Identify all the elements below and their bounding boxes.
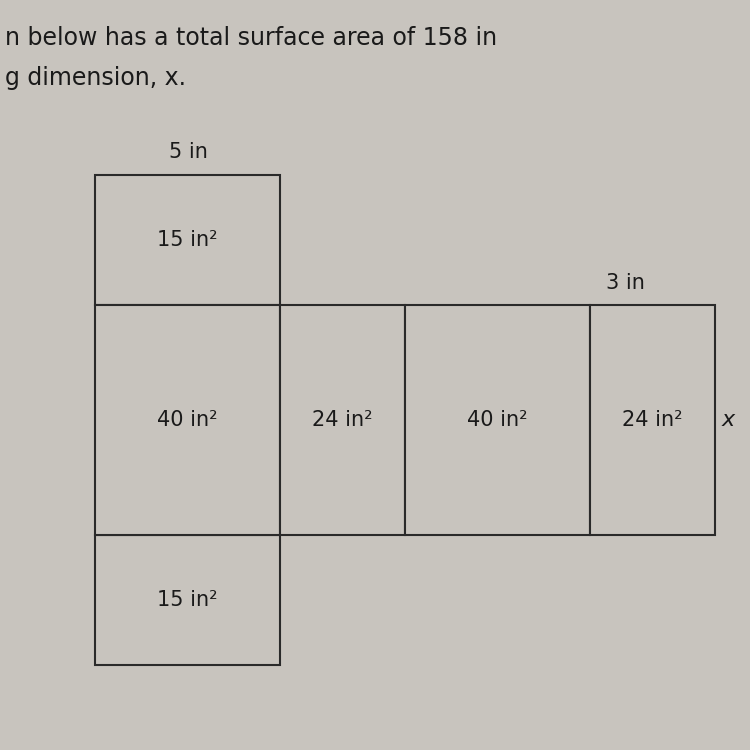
Bar bbox=[280, 305, 405, 535]
Text: n below has a total surface area of 158 in: n below has a total surface area of 158 … bbox=[5, 26, 497, 50]
Bar bbox=[590, 305, 715, 535]
Text: g dimension, x.: g dimension, x. bbox=[5, 66, 186, 90]
Bar bbox=[95, 175, 280, 305]
Text: x: x bbox=[722, 410, 735, 430]
Text: 5 in: 5 in bbox=[169, 142, 208, 162]
Text: 24 in²: 24 in² bbox=[312, 410, 373, 430]
Text: 24 in²: 24 in² bbox=[622, 410, 682, 430]
Bar bbox=[405, 305, 590, 535]
Text: 15 in²: 15 in² bbox=[158, 230, 218, 250]
Text: 40 in²: 40 in² bbox=[467, 410, 528, 430]
Text: 3 in: 3 in bbox=[605, 273, 644, 293]
Bar bbox=[95, 305, 280, 535]
Text: 15 in²: 15 in² bbox=[158, 590, 218, 610]
Text: 40 in²: 40 in² bbox=[158, 410, 218, 430]
Bar bbox=[95, 535, 280, 665]
